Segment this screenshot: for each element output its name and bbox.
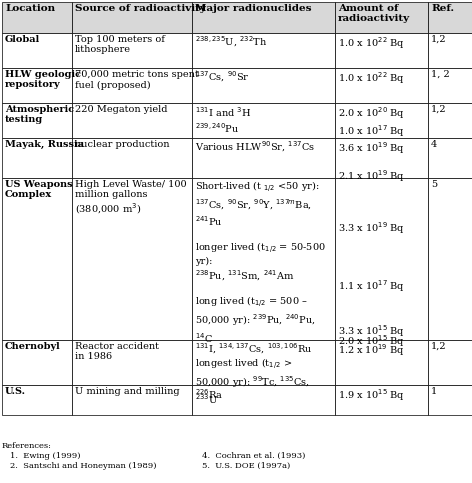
Text: 5: 5 (431, 180, 437, 189)
Bar (335, 2, 428, 33)
Text: $^{226}$Ra: $^{226}$Ra (195, 387, 223, 401)
Bar (2, 385, 72, 415)
Text: 4.  Cochran et al. (1993): 4. Cochran et al. (1993) (202, 452, 305, 460)
Text: $^{238,235}$U, $^{232}$Th: $^{238,235}$U, $^{232}$Th (195, 35, 267, 49)
Text: Amount of
radioactivity: Amount of radioactivity (338, 4, 410, 23)
Text: 1: 1 (431, 387, 437, 396)
Text: 1,2: 1,2 (431, 105, 447, 114)
Bar (335, 138, 428, 178)
Text: 1.0 x 10$^{22}$ Bq: 1.0 x 10$^{22}$ Bq (338, 35, 405, 51)
Text: Top 100 meters of
lithosphere: Top 100 meters of lithosphere (75, 35, 165, 55)
Text: Short-lived (t $_{1/2}$ <50 yr):
$^{137}$Cs, $^{90}$Sr, $^{90}$Y, $^{137m}$Ba,
$: Short-lived (t $_{1/2}$ <50 yr): $^{137}… (195, 180, 326, 407)
Text: Reactor accident
in 1986: Reactor accident in 1986 (75, 342, 159, 361)
Bar (72, 33, 192, 68)
Text: 1.9 x 10$^{15}$ Bq: 1.9 x 10$^{15}$ Bq (338, 387, 405, 403)
Text: $^{131}$I and $^{3}$H
$^{239,240}$Pu: $^{131}$I and $^{3}$H $^{239,240}$Pu (195, 105, 252, 135)
Text: Various HLW$^{90}$Sr, $^{137}$Cs: Various HLW$^{90}$Sr, $^{137}$Cs (195, 140, 315, 155)
Text: 220 Megaton yield: 220 Megaton yield (75, 105, 168, 114)
Text: Location: Location (5, 4, 55, 13)
Bar (2, 340, 72, 385)
Bar (72, 138, 192, 178)
Text: 5.  U.S. DOE (1997a): 5. U.S. DOE (1997a) (202, 462, 290, 470)
Text: Source of radioactivity: Source of radioactivity (75, 4, 206, 13)
Bar (72, 103, 192, 138)
Bar (428, 68, 472, 103)
Bar (2, 103, 72, 138)
Bar (335, 340, 428, 385)
Text: 4: 4 (431, 140, 437, 149)
Text: 1,2: 1,2 (431, 342, 447, 351)
Text: U.S.: U.S. (5, 387, 26, 396)
Bar (192, 2, 335, 33)
Text: $^{131}$I, $^{134,137}$Cs, $^{103,106}$Ru: $^{131}$I, $^{134,137}$Cs, $^{103,106}$R… (195, 342, 312, 356)
Bar (2, 138, 72, 178)
Text: Mayak, Russia: Mayak, Russia (5, 140, 84, 149)
Bar (72, 385, 192, 415)
Text: 1.1 x 10$^{17}$ Bq: 1.1 x 10$^{17}$ Bq (338, 278, 405, 294)
Text: Chernobyl: Chernobyl (5, 342, 61, 351)
Bar (192, 33, 335, 68)
Text: 1.  Ewing (1999): 1. Ewing (1999) (10, 452, 81, 460)
Bar (72, 68, 192, 103)
Bar (192, 340, 335, 385)
Text: U mining and milling: U mining and milling (75, 387, 180, 396)
Bar (335, 103, 428, 138)
Text: 2.0 x 10$^{15}$ Bq: 2.0 x 10$^{15}$ Bq (338, 333, 405, 349)
Bar (428, 138, 472, 178)
Text: Ref.: Ref. (431, 4, 454, 13)
Bar (335, 68, 428, 103)
Bar (72, 178, 192, 340)
Text: 1.0 x 10$^{22}$ Bq: 1.0 x 10$^{22}$ Bq (338, 70, 405, 86)
Text: Atmospheric
testing: Atmospheric testing (5, 105, 74, 125)
Text: 70,000 metric tons spent
fuel (proposed): 70,000 metric tons spent fuel (proposed) (75, 70, 199, 89)
Bar (428, 103, 472, 138)
Text: Major radionuclides: Major radionuclides (195, 4, 312, 13)
Bar (2, 2, 72, 33)
Bar (192, 178, 335, 340)
Bar (192, 138, 335, 178)
Bar (192, 385, 335, 415)
Text: US Weapons
Complex: US Weapons Complex (5, 180, 73, 199)
Text: 2.0 x 10$^{20}$ Bq
1.0 x 10$^{17}$ Bq: 2.0 x 10$^{20}$ Bq 1.0 x 10$^{17}$ Bq (338, 105, 405, 139)
Bar (2, 68, 72, 103)
Text: Global: Global (5, 35, 40, 44)
Bar (335, 33, 428, 68)
Bar (192, 103, 335, 138)
Text: 3.3 x 10$^{15}$ Bq: 3.3 x 10$^{15}$ Bq (338, 323, 405, 339)
Text: 2.  Santschi and Honeyman (1989): 2. Santschi and Honeyman (1989) (10, 462, 157, 470)
Text: 1, 2: 1, 2 (431, 70, 450, 79)
Bar (2, 178, 72, 340)
Text: HLW geologic
repository: HLW geologic repository (5, 70, 81, 89)
Bar (428, 340, 472, 385)
Bar (428, 33, 472, 68)
Bar (72, 340, 192, 385)
Bar (2, 33, 72, 68)
Text: 3.3 x 10$^{19}$ Bq: 3.3 x 10$^{19}$ Bq (338, 220, 405, 236)
Bar (72, 2, 192, 33)
Bar (428, 385, 472, 415)
Text: 1.2 x 10$^{19}$ Bq: 1.2 x 10$^{19}$ Bq (338, 342, 405, 358)
Bar (428, 2, 472, 33)
Text: 3.6 x 10$^{19}$ Bq

2.1 x 10$^{19}$ Bq: 3.6 x 10$^{19}$ Bq 2.1 x 10$^{19}$ Bq (338, 140, 405, 185)
Text: nuclear production: nuclear production (75, 140, 169, 149)
Text: $^{137}$Cs, $^{90}$Sr: $^{137}$Cs, $^{90}$Sr (195, 70, 250, 85)
Bar (335, 178, 428, 340)
Bar (335, 385, 428, 415)
Bar (192, 68, 335, 103)
Text: References:: References: (2, 442, 52, 450)
Bar (428, 178, 472, 340)
Text: High Level Waste/ 100
million gallons
(380,000 m$^{3}$): High Level Waste/ 100 million gallons (3… (75, 180, 186, 216)
Text: 1,2: 1,2 (431, 35, 447, 44)
